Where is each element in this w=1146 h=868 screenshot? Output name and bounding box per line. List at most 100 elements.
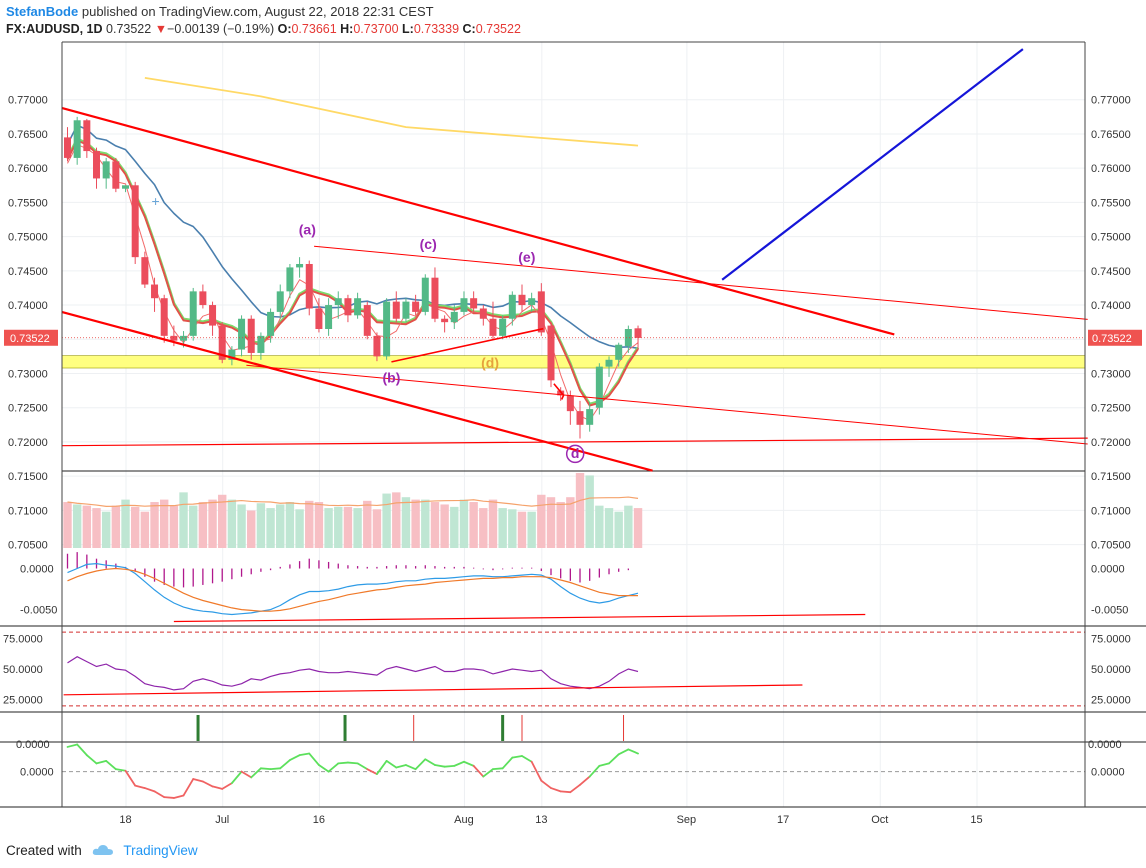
candle-body [160,298,168,336]
time-tick-label: Aug [454,814,474,826]
price-tick-left: 0.73000 [8,368,48,380]
candle-body [73,120,81,158]
volume-bar [421,499,430,548]
osc-segment [289,754,301,762]
volume-bar [527,511,536,548]
volume-bar [585,475,594,548]
volume-bar [469,502,478,548]
volume-bar [314,502,324,548]
osc-segment [250,767,262,779]
candle-body [276,291,284,312]
volume-bar [324,508,333,548]
last-price-badge-left [4,329,58,346]
published-text: published on TradingView.com, August 22,… [81,4,434,19]
last-price-label-left: 0.73522 [10,333,50,345]
candlesticks[interactable] [64,116,642,439]
osc-segment [327,762,340,773]
volume-bar [633,508,643,548]
osc-segment [347,761,359,765]
osc-segment [434,764,446,768]
candle-body [547,325,555,381]
last-price-label-right: 0.73522 [1092,333,1132,345]
candle-body [325,305,333,330]
oscillator-pane [0,743,1146,808]
osc-segment [395,764,407,769]
osc-segment [279,759,291,770]
channel-lower-line [61,310,653,472]
signal-pane [0,715,1146,743]
volume-bar [227,499,237,548]
osc-tick-left: 0.0000 [20,767,54,779]
candle-body [247,318,255,353]
osc-segment [76,743,88,757]
price-tick-left: 0.75000 [8,232,48,244]
close-label: C: [462,22,476,36]
candle-body [537,291,545,333]
candle-body [595,366,603,408]
candle-body [64,137,71,158]
wave-label-d-circle [565,444,585,464]
volume-bar [276,504,285,548]
price-tick-left: 0.76500 [8,129,48,141]
volume-bar [130,506,140,548]
candle-body [305,263,313,309]
osc-segment [501,756,514,770]
osc-segment [259,767,272,771]
macd-pane [0,552,1146,627]
volume-bar [363,500,372,548]
wave-label-e: (e) [518,249,535,265]
time-tick-label: Jul [215,814,229,826]
volume-bar [537,494,546,548]
candle-body [257,335,265,353]
candle-body [412,301,420,312]
time-tick-label: Oct [871,814,888,826]
osc-segment [105,760,117,771]
volume-bar [82,505,92,548]
candle-body [479,308,487,319]
candle-body [615,344,623,360]
wave-label-b: (b) [382,369,400,385]
volume-bar [479,508,488,548]
rsi-tick-left: 50.0000 [3,664,43,676]
candle-body [624,329,632,347]
triangle-lower-line [246,364,1088,445]
osc-segment [298,752,311,757]
volume-bar [305,500,314,548]
author-name[interactable]: StefanBode [6,4,79,19]
price-tick-right: 0.77000 [1091,95,1131,107]
volume-bar [343,506,353,548]
rsi-tick-left: 25.0000 [3,695,43,707]
low-label: L: [402,22,414,36]
symbol-label: FX:AUDUSD, 1D [6,22,103,36]
osc-segment [192,778,204,783]
macd-trend-line [173,613,866,623]
channel-upper-line [61,106,895,336]
volume-bar [160,499,169,548]
tradingview-brand[interactable]: TradingView [123,843,198,858]
volume-bar [150,502,159,548]
candle-body [209,305,217,326]
candle-body [131,185,139,258]
price-tick-right: 0.73000 [1091,368,1131,380]
volume-bar [218,494,227,548]
candle-body [286,267,294,292]
candle-body [170,335,178,341]
osc-segment [559,790,572,794]
publish-info: StefanBode published on TradingView.com,… [6,4,434,19]
price-tick-right: 0.75000 [1091,232,1131,244]
macd-line [67,562,639,616]
volume-bar [604,508,614,548]
volume-bar [556,502,565,548]
price-change: −0.00139 (−0.19%) [167,22,275,36]
osc-segment [424,758,436,766]
price-tick-left: 0.74500 [8,266,48,278]
osc-segment [511,755,523,759]
osc-segment [124,769,137,787]
volume-bar [498,508,507,548]
osc-segment [608,753,620,765]
time-tick-label: 13 [535,814,547,826]
osc-segment [182,778,195,797]
candle-body [354,298,362,316]
volume-bar [179,492,188,548]
